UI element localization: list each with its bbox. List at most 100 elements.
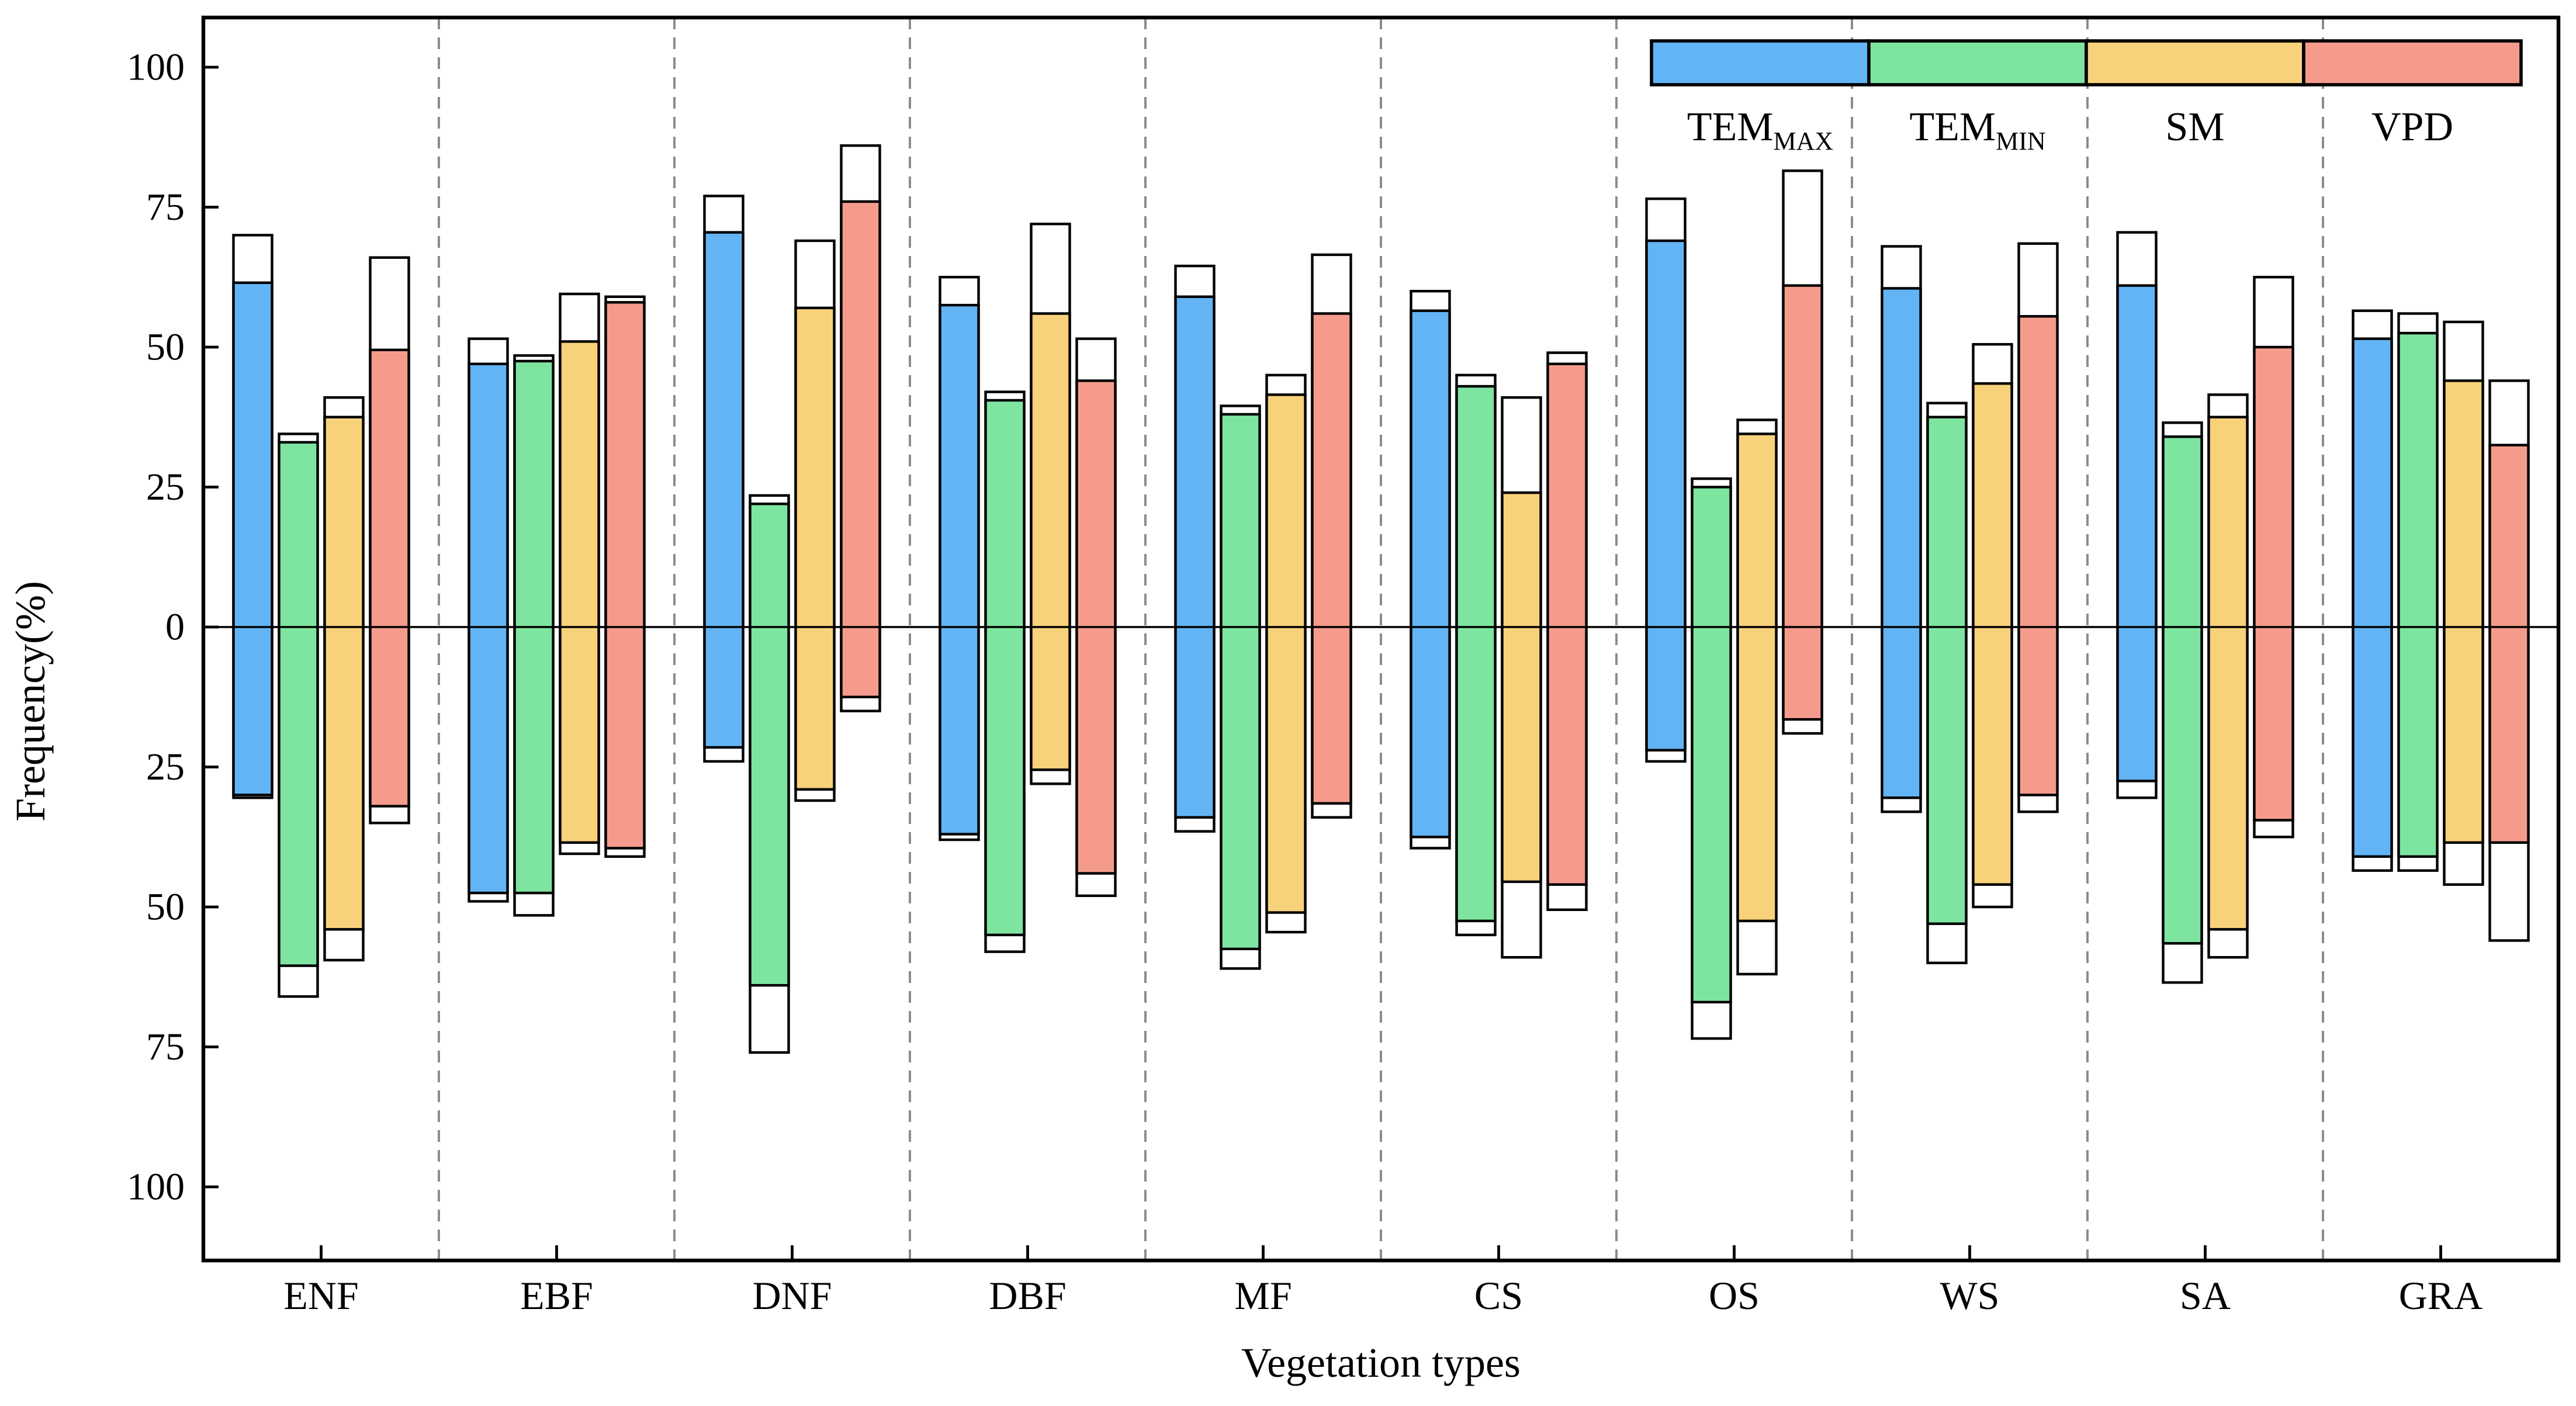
bar-filled-range	[1972, 382, 2013, 886]
y-tick-labels: 100 75 50 25 0 25 50 75 100	[127, 46, 185, 1208]
bar-filled-range	[559, 340, 600, 844]
y-tick-label: 75	[146, 186, 185, 228]
bar-TEM_MIN-DNF	[749, 494, 790, 1054]
plot-border	[201, 15, 2561, 1263]
bar-filled-range	[2488, 444, 2530, 844]
y-tick-label: 75	[146, 1026, 185, 1068]
bar-SM-MF	[1265, 373, 1307, 934]
bar-filled-range	[468, 362, 509, 895]
bar-SM-DNF	[794, 239, 836, 802]
bar-filled-range	[1410, 309, 1451, 839]
bar-filled-range	[1455, 385, 1497, 923]
x-category-label: CS	[1474, 1273, 1523, 1318]
x-category-label: GRA	[2399, 1273, 2483, 1318]
x-category-label: EBF	[520, 1273, 593, 1318]
bar-TEM_MAX-GRA	[2352, 309, 2393, 872]
bar-filled-range	[1311, 312, 1352, 805]
x-category-label: DNF	[752, 1273, 832, 1318]
bars	[232, 144, 2530, 1054]
bar-filled-range	[604, 301, 646, 850]
bar-filled-range	[984, 399, 1026, 937]
bar-TEM_MIN-SA	[2162, 421, 2203, 984]
legend-label-main: SM	[2165, 105, 2224, 150]
bar-TEM_MAX-CS	[1410, 290, 1451, 850]
bar-filled-range	[840, 200, 881, 698]
bar-VPD-ENF	[369, 256, 410, 825]
bar-TEM_MAX-EBF	[468, 337, 509, 903]
y-tick-label: 100	[127, 1166, 185, 1208]
bar-filled-range	[2017, 315, 2059, 796]
bar-SM-SA	[2207, 393, 2249, 959]
bar-filled-range	[2397, 331, 2439, 858]
bar-VPD-OS	[1782, 169, 1823, 735]
x-category-label: SA	[2180, 1273, 2231, 1318]
bar-filled-range	[232, 281, 273, 796]
bar-SM-DBF	[1030, 223, 1071, 785]
bar-filled-range	[794, 306, 836, 791]
bar-filled-range	[1501, 491, 1542, 884]
bar-TEM_MIN-DBF	[984, 390, 1026, 953]
bar-filled-range	[2253, 345, 2294, 822]
bar-filled-range	[1265, 393, 1307, 914]
x-category-label: WS	[1940, 1273, 2000, 1318]
x-category-label: MF	[1234, 1273, 1292, 1318]
x-category-label: ENF	[283, 1273, 358, 1318]
bar-filled-range	[323, 415, 365, 931]
bar-filled-range	[703, 231, 745, 749]
x-axis-title: Vegetation types	[1241, 1339, 1521, 1386]
bar-VPD-WS	[2017, 242, 2059, 813]
bar-filled-range	[1546, 362, 1588, 886]
bar-TEM_MIN-MF	[1220, 404, 1261, 970]
legend-label-vpd: VPD	[2371, 105, 2453, 150]
bar-SM-CS	[1501, 396, 1542, 959]
x-category-labels: ENF EBF DNF DBF MF CS OS WS SA GRA	[283, 1273, 2482, 1318]
bar-filled-range	[2162, 435, 2203, 945]
y-tick-label: 100	[127, 46, 185, 89]
y-tick-label: 25	[146, 746, 185, 788]
legend-label-main: TEM	[1687, 105, 1774, 150]
bar-filled-range	[1645, 239, 1687, 752]
bar-TEM_MAX-DBF	[939, 276, 980, 841]
bar-filled-range	[1926, 415, 1968, 925]
bar-SM-OS	[1736, 418, 1778, 976]
bar-filled-range	[939, 303, 980, 836]
bar-filled-range	[1691, 486, 1732, 1004]
legend-label-main: TEM	[1909, 105, 1996, 150]
bar-VPD-DBF	[1075, 337, 1117, 898]
bar-SM-GRA	[2443, 320, 2484, 886]
bar-VPD-CS	[1546, 351, 1588, 911]
bar-filled-range	[2207, 415, 2249, 931]
bar-TEM_MAX-WS	[1881, 245, 1922, 813]
bar-TEM_MIN-EBF	[513, 354, 555, 917]
bar-VPD-EBF	[604, 295, 646, 858]
y-axis-title: Frequency(%)	[7, 581, 54, 822]
bar-TEM_MIN-GRA	[2397, 312, 2439, 872]
bar-SM-EBF	[559, 292, 600, 856]
bar-filled-range	[2116, 284, 2158, 782]
legend-label-tem-max: TEMMAX	[1687, 105, 1833, 155]
legend: TEMMAX TEMMIN SM VPD	[1650, 39, 2523, 155]
bar-SM-WS	[1972, 343, 2013, 909]
bar-TEM_MAX-MF	[1174, 264, 1216, 833]
legend-label-main: VPD	[2371, 105, 2453, 150]
bar-filled-range	[369, 348, 410, 808]
bar-filled-range	[1881, 287, 1922, 799]
bar-TEM_MIN-WS	[1926, 401, 1968, 964]
legend-label-subscript: MAX	[1774, 127, 1834, 155]
bar-filled-range	[2443, 379, 2484, 844]
y-tick-label: 50	[146, 326, 185, 369]
bar-filled-range	[749, 503, 790, 987]
legend-swatch-tem-max	[1650, 39, 1871, 86]
bar-filled-range	[2352, 337, 2393, 858]
bar-TEM_MAX-OS	[1645, 197, 1687, 763]
legend-label-tem-min: TEMMIN	[1909, 105, 2045, 155]
x-category-label: OS	[1709, 1273, 1760, 1318]
category-separators	[438, 18, 2324, 1260]
y-tick-label: 25	[146, 466, 185, 508]
bar-TEM_MAX-SA	[2116, 231, 2158, 799]
bar-VPD-DNF	[840, 144, 881, 712]
bar-filled-range	[1220, 413, 1261, 951]
bar-filled-range	[1736, 432, 1778, 923]
bar-filled-range	[1782, 284, 1823, 721]
